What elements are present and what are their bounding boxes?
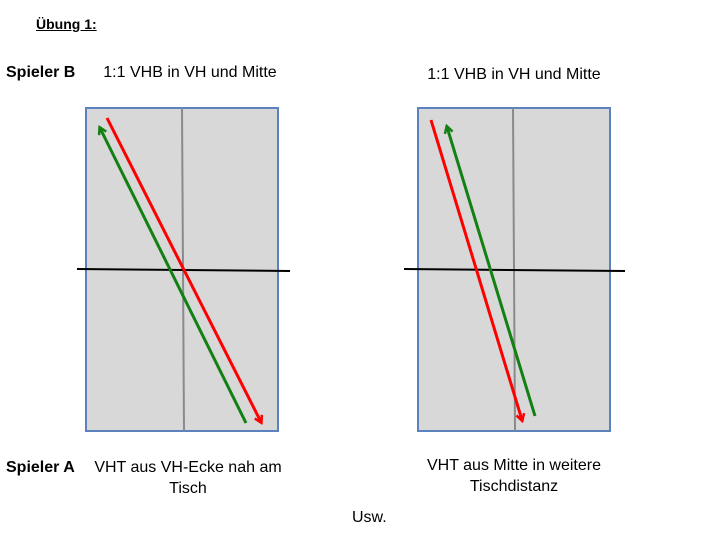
- table-1-top-label: 1:1 VHB in VH und Mitte: [103, 64, 277, 81]
- footer-text: Usw.: [352, 509, 387, 526]
- player-b-label: Spieler B: [6, 64, 76, 81]
- player-a-label: Spieler A: [6, 459, 75, 476]
- table-1-green-arrow: [100, 128, 248, 424]
- exercise-title: Übung 1:: [36, 16, 97, 32]
- table-1-bottom-label: VHT aus VH-Ecke nah am Tisch: [94, 459, 282, 497]
- table-2: [403, 107, 626, 432]
- table-2-red-arrow: [429, 119, 522, 420]
- table-1-red-arrow: [105, 117, 261, 422]
- table-1: [76, 107, 291, 432]
- table-2-net: [403, 268, 626, 272]
- table-2-bottom-label: VHT aus Mitte in weitere Tischdistanz: [427, 457, 601, 495]
- table-2-top-label: 1:1 VHB in VH und Mitte: [427, 66, 601, 83]
- table-2-green-arrow: [447, 127, 537, 417]
